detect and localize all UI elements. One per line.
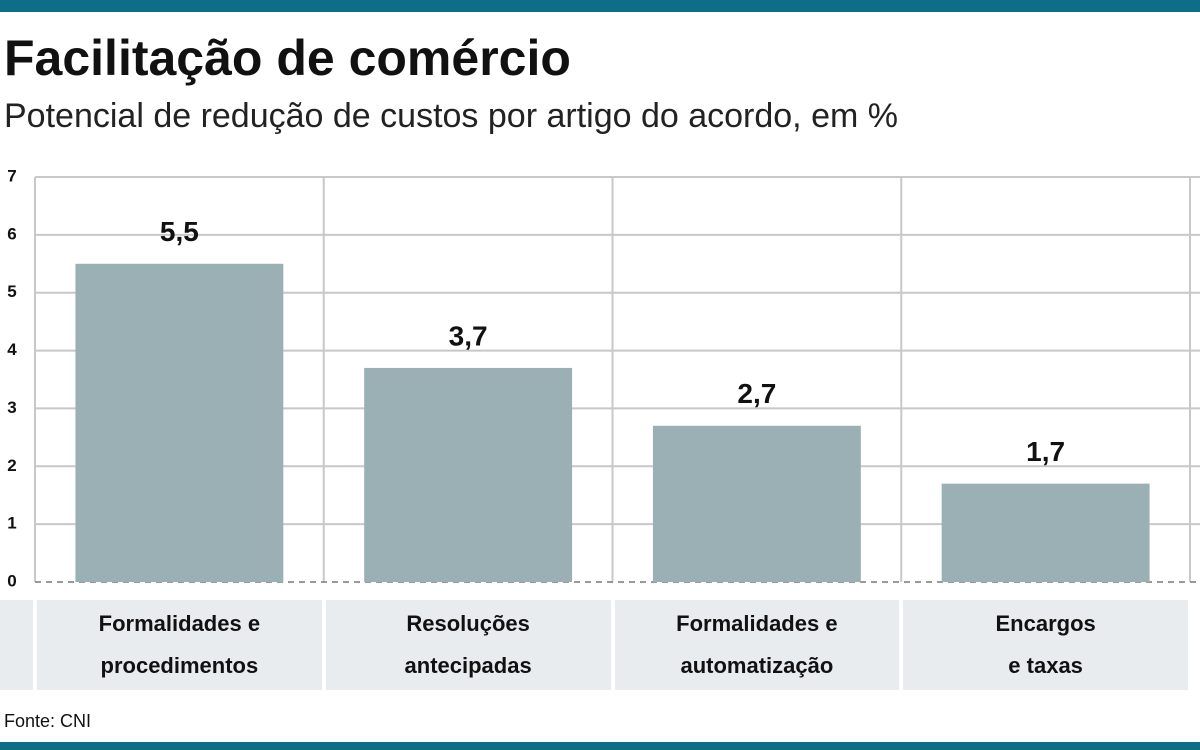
y-tick-label: 0: [7, 571, 16, 590]
bar: [941, 483, 1150, 582]
x-tick-label: Formalidades e automatização: [614, 600, 900, 690]
bar: [75, 263, 284, 582]
value-label: 1,7: [1026, 436, 1065, 467]
chart-title: Facilitação de comércio: [4, 30, 571, 86]
value-label: 3,7: [449, 320, 488, 351]
x-tick-label: Resoluções antecipadas: [325, 600, 611, 690]
y-tick-label: 4: [7, 340, 17, 359]
bottom-band: [0, 742, 1200, 750]
value-label: 2,7: [737, 378, 776, 409]
x-tick-label: Formalidades e procedimentos: [37, 600, 322, 690]
x-tick-label: Encargos e taxas: [903, 600, 1188, 690]
chart-subtitle: Potencial de redução de custos por artig…: [4, 97, 898, 135]
top-band: [0, 0, 1200, 12]
source: Fonte: CNI: [4, 711, 91, 731]
bar: [364, 367, 573, 582]
y-tick-label: 2: [7, 456, 16, 475]
y-tick-label: 3: [7, 398, 16, 417]
y-tick-label: 5: [7, 282, 16, 301]
y-tick-label: 7: [7, 166, 16, 185]
value-label: 5,5: [160, 216, 199, 247]
y-tick-label: 6: [7, 224, 16, 243]
bar: [652, 425, 861, 582]
y-tick-label: 1: [7, 514, 16, 533]
label-strip: [0, 600, 33, 690]
